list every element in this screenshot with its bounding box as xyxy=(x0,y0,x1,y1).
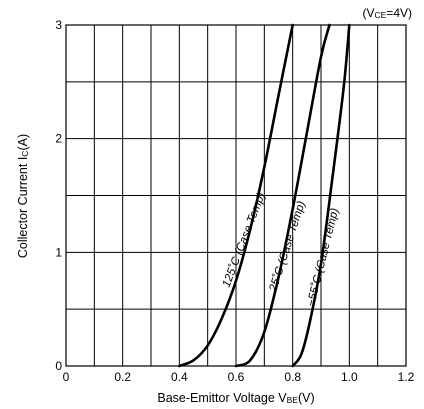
series-line-1 xyxy=(234,23,331,368)
curve-label-minus55c: −55˚C (Case Temp) xyxy=(305,207,341,308)
grid xyxy=(66,25,406,366)
test-condition: (VCE=4V) xyxy=(363,6,413,20)
x-tick-label: 0 xyxy=(63,370,70,384)
x-tick-labels: 0 0.2 0.4 0.6 0.8 1.0 1.2 xyxy=(63,370,415,384)
y-tick-label: 3 xyxy=(55,18,62,32)
x-tick-label: 0.6 xyxy=(228,370,245,384)
curves xyxy=(178,23,351,368)
curve-label-125c: 125˚C (Case Temp) xyxy=(221,191,268,289)
x-tick-label: 0.4 xyxy=(171,370,188,384)
x-axis-title: Base-Emittor Voltage VBE(V) xyxy=(157,391,314,405)
series-line-2 xyxy=(291,23,351,368)
x-tick-label: 0.2 xyxy=(114,370,131,384)
series-line-0 xyxy=(178,23,294,368)
x-tick-label: 1.2 xyxy=(398,370,415,384)
y-tick-labels: 0 1 2 3 xyxy=(55,18,62,373)
y-tick-label: 1 xyxy=(55,245,62,259)
y-tick-label: 2 xyxy=(55,132,62,146)
x-tick-label: 1.0 xyxy=(341,370,358,384)
curve-label-25c: 25˚C (Case Temp) xyxy=(267,200,308,294)
x-tick-label: 0.8 xyxy=(284,370,301,384)
y-axis-title: Collector Current IC(A) xyxy=(16,134,30,258)
y-tick-label: 0 xyxy=(55,359,62,373)
